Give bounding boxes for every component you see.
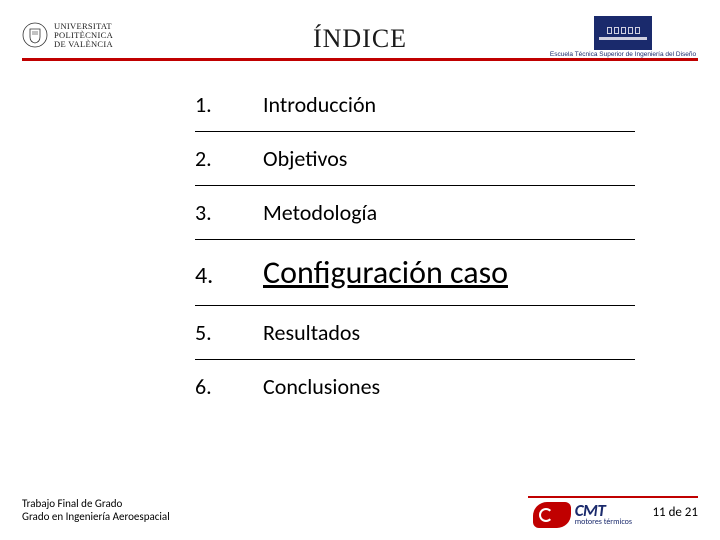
slide-title: ÍNDICE: [313, 24, 407, 54]
toc-item: 1. Introducción: [195, 78, 635, 132]
upv-logo: Universitat Politècnica de València: [22, 22, 113, 49]
cmt-blob-icon: [533, 502, 571, 528]
footer-rule: [528, 496, 698, 498]
toc-label: Resultados: [263, 319, 360, 346]
table-of-contents: 1. Introducción 2. Objetivos 3. Metodolo…: [195, 78, 635, 413]
toc-item: 5. Resultados: [195, 306, 635, 360]
toc-number: 1.: [195, 91, 223, 118]
toc-label: Introducción: [263, 91, 376, 118]
toc-number: 6.: [195, 373, 223, 400]
page-number: 11 de 21: [652, 505, 698, 520]
header-rule: [22, 58, 698, 61]
slide-header: Universitat Politècnica de València ÍNDI…: [0, 0, 720, 62]
toc-label: Configuración caso: [263, 253, 508, 292]
cmt-logo: CMT motores térmicos: [533, 502, 632, 528]
upv-shield-icon: [22, 22, 48, 48]
footer-left: Trabajo Final de Grado Grado en Ingenier…: [22, 497, 170, 525]
etsid-label: Escuela Técnica Superior de Ingeniería d…: [548, 51, 698, 58]
toc-item: 3. Metodología: [195, 186, 635, 240]
toc-number: 5.: [195, 319, 223, 346]
etsid-logo: Escuela Técnica Superior de Ingeniería d…: [548, 16, 698, 56]
footer-line1: Trabajo Final de Grado: [22, 497, 170, 511]
toc-item-current: 4. Configuración caso: [195, 240, 635, 306]
toc-label: Objetivos: [263, 145, 347, 172]
upv-line3: de València: [54, 40, 113, 49]
toc-number: 3.: [195, 199, 223, 226]
toc-label: Conclusiones: [263, 373, 380, 400]
toc-item: 2. Objetivos: [195, 132, 635, 186]
toc-item: 6. Conclusiones: [195, 360, 635, 413]
cmt-sub: motores térmicos: [575, 519, 632, 527]
toc-number: 4.: [195, 261, 223, 290]
footer-line2: Grado en Ingeniería Aeroespacial: [22, 510, 170, 524]
toc-label: Metodología: [263, 199, 377, 226]
upv-text: Universitat Politècnica de València: [54, 22, 113, 49]
etsid-building-icon: [594, 16, 652, 50]
toc-number: 2.: [195, 145, 223, 172]
